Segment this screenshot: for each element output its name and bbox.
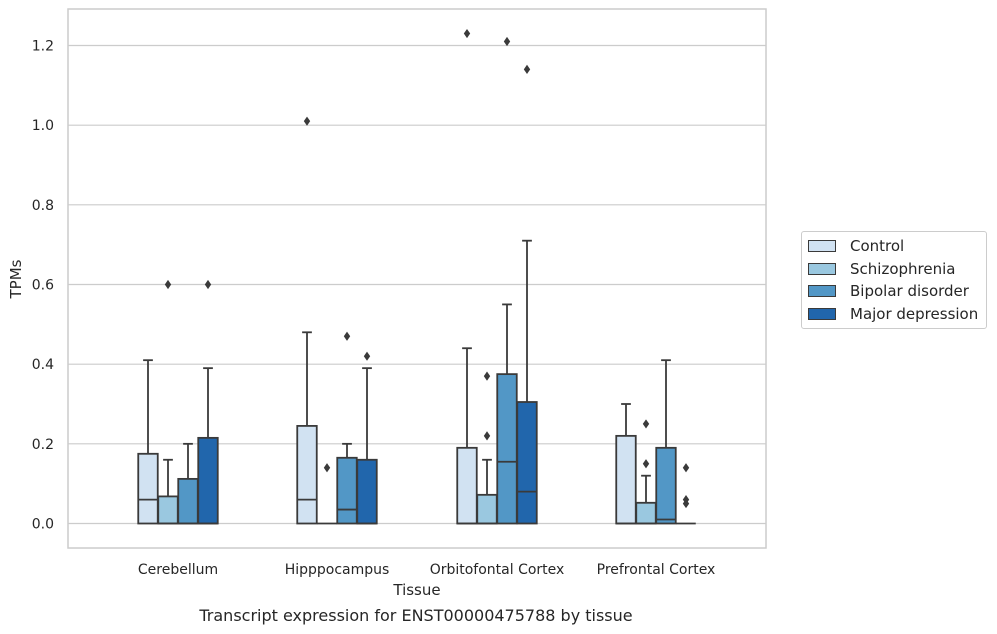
legend-label: Major depression xyxy=(850,304,979,323)
legend-item: Control xyxy=(808,235,986,258)
legend-item: Schizophrenia xyxy=(808,258,986,281)
box-1-1 xyxy=(317,463,337,525)
x-tick-label: Prefrontal Cortex xyxy=(597,562,716,578)
y-tick-label: 1.2 xyxy=(32,39,54,55)
outlier-point xyxy=(343,331,351,341)
box-body xyxy=(516,401,538,525)
box-body xyxy=(655,446,677,525)
box-1-0 xyxy=(157,279,179,525)
box-body xyxy=(456,446,478,525)
outlier-point xyxy=(303,116,311,126)
box-body xyxy=(615,434,637,525)
box-0-0 xyxy=(137,359,159,525)
legend-item: Bipolar disorder xyxy=(808,280,986,303)
box-3-3 xyxy=(676,463,696,525)
box-0-2 xyxy=(456,28,478,525)
box-body xyxy=(496,373,518,525)
box-body xyxy=(197,436,219,525)
legend-label: Control xyxy=(850,237,905,256)
box-body xyxy=(336,456,358,525)
box-2-1 xyxy=(336,331,358,525)
legend-item: Major depression xyxy=(808,303,986,326)
outlier-point xyxy=(642,459,650,469)
outlier-point xyxy=(164,279,172,290)
boxes xyxy=(137,28,696,525)
box-1-3 xyxy=(635,419,657,525)
legend-swatch xyxy=(808,307,836,320)
legend-swatch xyxy=(808,285,836,298)
y-tick-label: 0.0 xyxy=(32,517,54,533)
outlier-point xyxy=(323,463,331,473)
box-1-2 xyxy=(476,371,498,525)
outlier-point xyxy=(363,351,371,361)
x-axis-label: Tissue xyxy=(392,581,440,599)
box-body xyxy=(476,493,498,525)
legend-swatch xyxy=(808,262,836,275)
outlier-point xyxy=(503,36,511,47)
x-tick-label: Cerebellum xyxy=(138,562,218,578)
y-tick-label: 0.6 xyxy=(32,278,54,294)
outlier-point xyxy=(204,279,212,290)
box-3-1 xyxy=(356,351,378,525)
box-body xyxy=(635,501,657,525)
y-tick-labels: 0.0 0.2 0.4 0.6 0.8 1.0 1.2 xyxy=(32,39,54,533)
x-tick-labels: Cerebellum Hipppocampus Orbitofontal Corte… xyxy=(138,562,715,578)
outlier-point xyxy=(523,64,531,74)
box-body xyxy=(137,452,159,525)
plot-border xyxy=(67,8,767,549)
x-tick-label: Orbitofontal Cortex xyxy=(430,562,565,578)
box-2-2 xyxy=(496,36,518,525)
legend-swatch xyxy=(808,240,836,253)
box-body xyxy=(296,425,318,525)
x-tick-label: Hipppocampus xyxy=(285,562,390,578)
y-tick-label: 0.2 xyxy=(32,437,54,453)
y-tick-label: 1.0 xyxy=(32,118,54,134)
plot-frame xyxy=(67,8,767,549)
box-0-1 xyxy=(296,116,318,525)
legend: Control Schizophrenia Bipolar disorder Majo… xyxy=(801,231,987,329)
outlier-point xyxy=(463,28,471,39)
box-3-2 xyxy=(516,64,538,525)
box-body xyxy=(157,495,179,525)
box-2-0 xyxy=(177,442,199,525)
box-3-0 xyxy=(197,279,219,525)
y-tick-label: 0.4 xyxy=(32,357,54,373)
outlier-point xyxy=(483,371,491,381)
y-axis-label: TPMs xyxy=(7,259,25,299)
outlier-point xyxy=(483,431,491,441)
legend-label: Schizophrenia xyxy=(850,259,956,278)
box-body xyxy=(177,477,199,525)
box-0-3 xyxy=(615,403,637,525)
outlier-point xyxy=(642,419,650,429)
outlier-point xyxy=(682,463,690,473)
legend-label: Bipolar disorder xyxy=(850,282,969,301)
chart-caption: Transcript expression for ENST0000047578… xyxy=(199,606,633,625)
box-2-3 xyxy=(655,359,677,525)
y-tick-label: 0.8 xyxy=(32,198,54,214)
box-body xyxy=(356,458,378,525)
outlier-point xyxy=(682,495,690,505)
